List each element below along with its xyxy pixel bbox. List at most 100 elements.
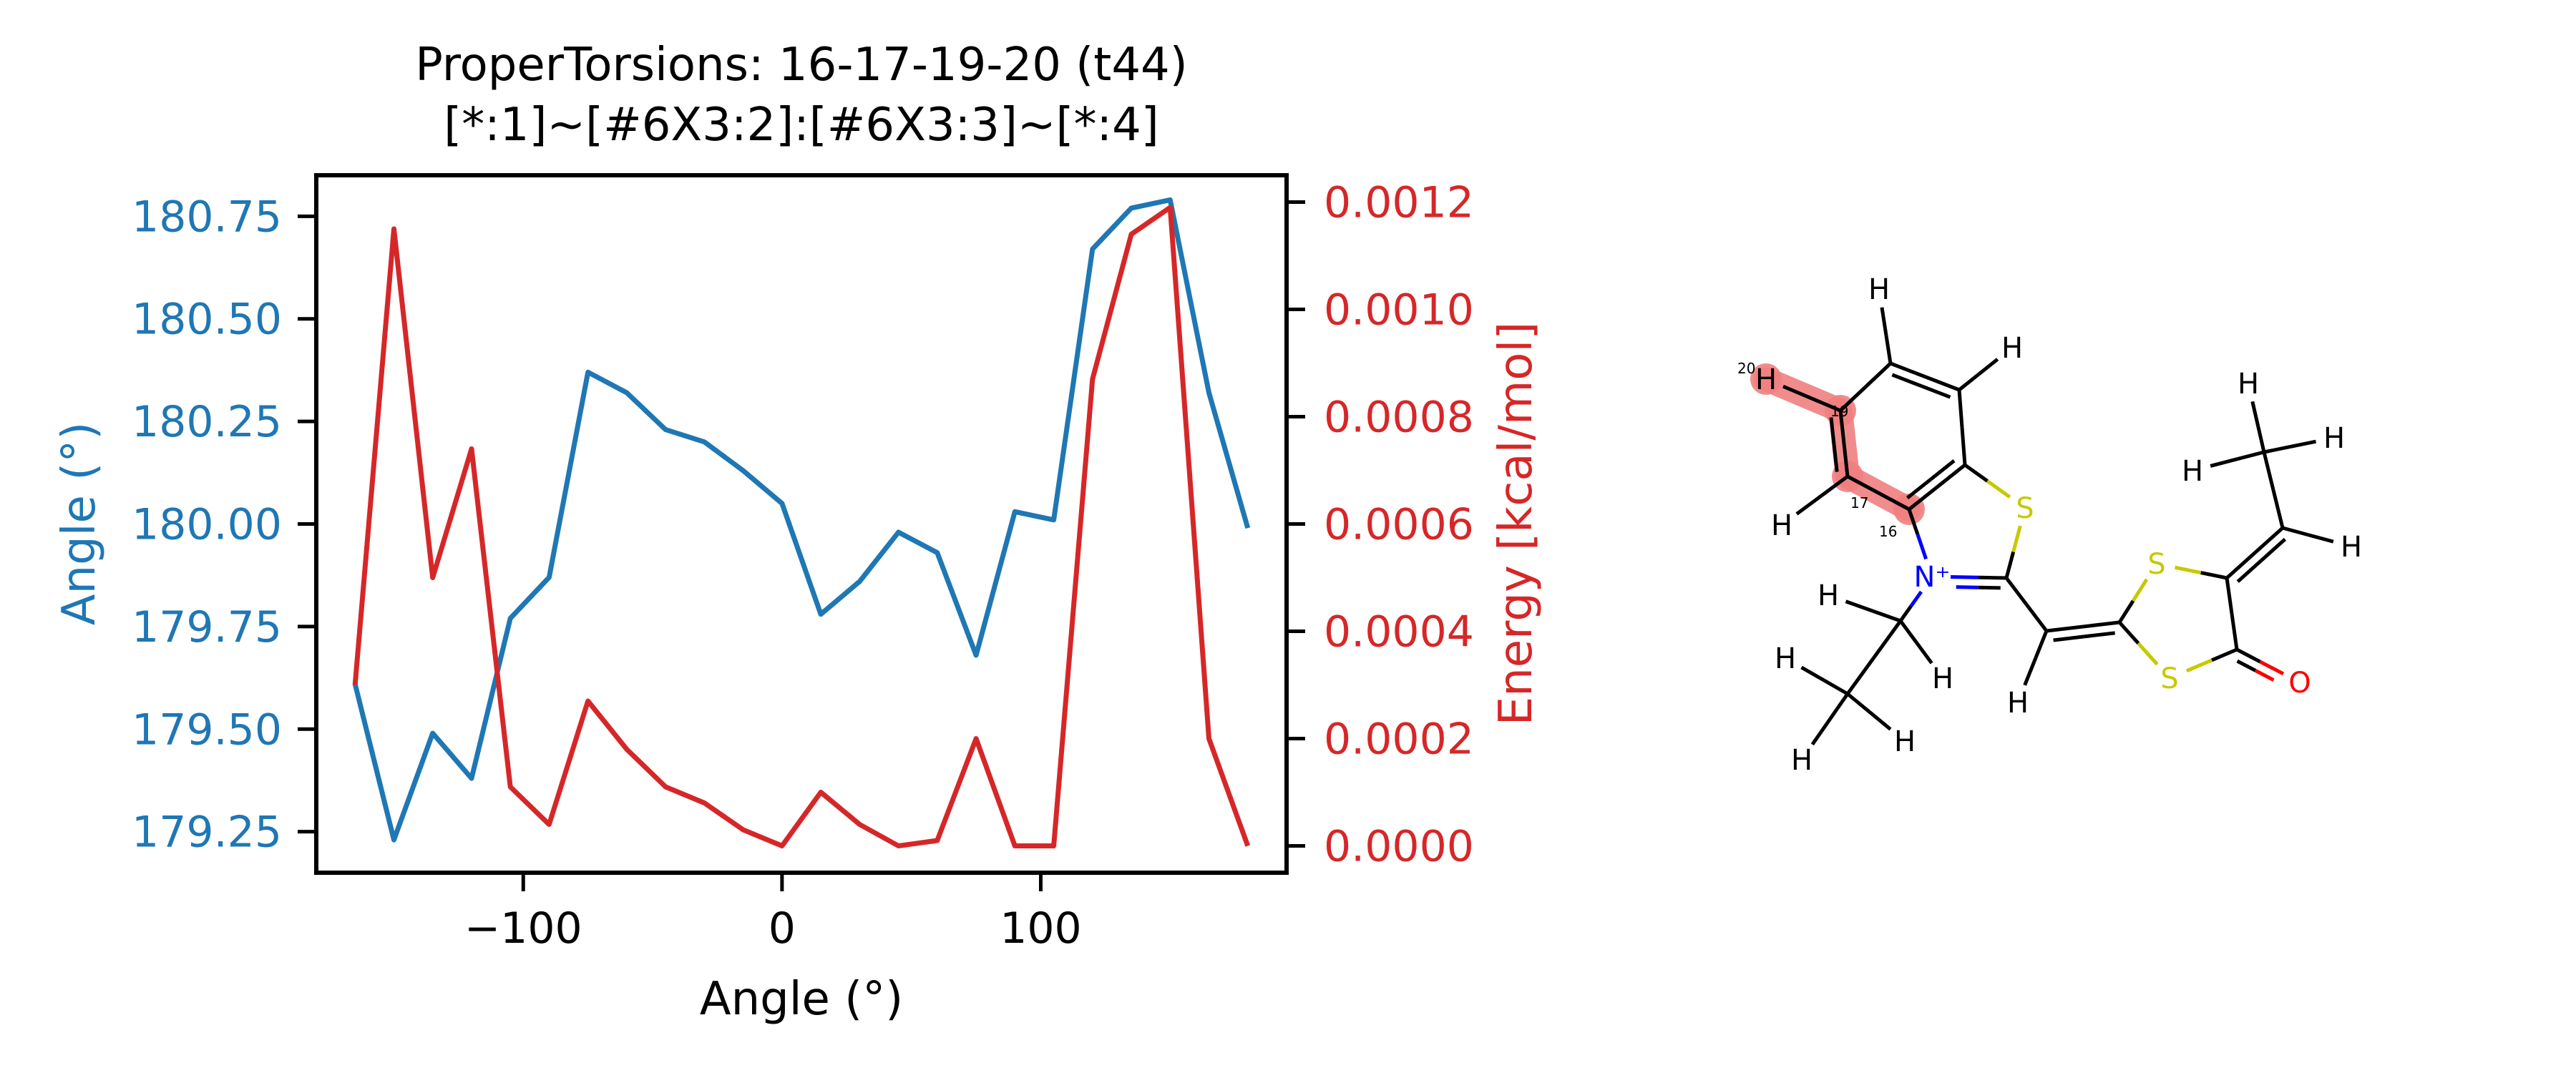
- atom-background: [2177, 455, 2208, 486]
- bond: [2011, 525, 2022, 553]
- y-left-tick-label: 180.50: [132, 295, 282, 345]
- atom-background: [2284, 667, 2316, 698]
- bond: [2271, 489, 2285, 529]
- atom-o-label: O: [2288, 667, 2311, 700]
- atom-background: [2154, 662, 2185, 694]
- bond: [1907, 509, 1920, 535]
- bonds: [1782, 307, 2334, 746]
- bond: [1909, 590, 1923, 608]
- atom-background: [2002, 687, 2034, 718]
- bond: [1957, 389, 1964, 428]
- y-left-tick-label: 179.25: [132, 808, 282, 858]
- bond: [1890, 361, 1926, 378]
- y-right-tick-label: 0.0000: [1324, 822, 1474, 872]
- bond: [1958, 373, 1980, 391]
- bond: [1800, 665, 1826, 682]
- bond: [2210, 457, 2238, 468]
- bond: [1914, 641, 1933, 665]
- plot-lines: [352, 197, 1251, 848]
- bond: [2131, 578, 2149, 602]
- bond: [1868, 710, 1892, 731]
- bond: [2084, 631, 2115, 639]
- atom-index-label: 16: [1879, 523, 1897, 540]
- bond: [2250, 401, 2260, 428]
- atom-h-label: H: [1791, 744, 1813, 777]
- bond: [1921, 384, 1951, 399]
- bond: [2236, 450, 2265, 461]
- bond: [2235, 647, 2261, 664]
- highlight-atom: [1750, 363, 1782, 395]
- atom-s-label: S: [2016, 492, 2034, 525]
- y-right-tick-label: 0.0004: [1324, 607, 1474, 657]
- atom-s-label: S: [2147, 548, 2165, 581]
- y-left-tick-label: 180.75: [132, 192, 282, 242]
- bond: [1846, 474, 1880, 495]
- atom-background: [2336, 531, 2367, 562]
- x-tick-label: 0: [769, 903, 796, 954]
- bond: [2263, 445, 2290, 454]
- atom-h-label: H: [2007, 687, 2029, 720]
- bond: [1963, 463, 1989, 483]
- atom-background: [1927, 662, 1958, 694]
- bond: [2225, 552, 2256, 579]
- atom-index-label: 19: [1830, 403, 1848, 420]
- bond: [2236, 659, 2257, 672]
- atom-background: [1863, 273, 1895, 305]
- bond: [1838, 410, 1846, 444]
- bond: [1880, 307, 1888, 336]
- bond: [2117, 599, 2135, 624]
- y-axis-left-label: Angle (°): [53, 422, 106, 625]
- y-left-tick-label: 179.50: [132, 705, 282, 755]
- atom-background: [1766, 509, 1797, 541]
- bond: [1829, 417, 1836, 445]
- atom-background: [2233, 368, 2264, 399]
- y-left-tick-label: 180.00: [132, 500, 282, 550]
- bond: [2225, 577, 2234, 614]
- bond: [1845, 656, 1876, 695]
- bond: [2259, 660, 2285, 676]
- bond: [2236, 559, 2263, 583]
- atom-h-label: H: [2182, 455, 2203, 488]
- bond: [2307, 533, 2334, 544]
- y-right-tick-label: 0.0008: [1324, 393, 1474, 443]
- atom-background: [2009, 492, 2041, 524]
- bond: [1978, 585, 2001, 590]
- y-right-tick-label: 0.0006: [1324, 500, 1474, 550]
- x-tick-label: 100: [1000, 903, 1082, 954]
- bond: [2005, 577, 2028, 606]
- atom-background: [1996, 332, 2028, 363]
- bond: [2282, 526, 2309, 537]
- bond: [2118, 621, 2140, 645]
- bond: [1839, 386, 1867, 412]
- bond: [1782, 384, 1813, 401]
- bond: [2230, 613, 2239, 650]
- atom-background: [1770, 642, 1801, 674]
- atom-background: [2141, 548, 2172, 579]
- y-left-tick-label: 179.75: [132, 602, 282, 652]
- bond: [1986, 479, 2011, 499]
- atom-h-label: H: [2341, 531, 2362, 564]
- bond: [1872, 619, 1903, 659]
- atom-background: [1813, 579, 1844, 611]
- bond: [1908, 486, 1938, 511]
- atom-index-label: 17: [1850, 494, 1868, 511]
- y-axis-right: 0.0000 0.0002 0.0004 0.0006 0.0008 0.0010 0.00…: [1287, 178, 1474, 872]
- bond: [2046, 624, 2084, 633]
- bond: [1891, 373, 1922, 388]
- atom-h-label: H: [1932, 662, 1953, 695]
- bond: [1832, 444, 1839, 472]
- bond: [1960, 427, 1967, 466]
- series-line-left: [352, 197, 1251, 843]
- bond: [1929, 459, 1956, 481]
- atom-h-label: H: [2001, 332, 2023, 365]
- bond: [1877, 491, 1911, 511]
- atom-h-label: H: [1868, 273, 1890, 306]
- bond: [1810, 396, 1841, 413]
- bond: [2185, 658, 2212, 673]
- bond: [1845, 599, 1874, 613]
- atom-h-label: H: [2238, 368, 2259, 401]
- bond: [1846, 692, 1870, 713]
- bond: [2053, 635, 2084, 642]
